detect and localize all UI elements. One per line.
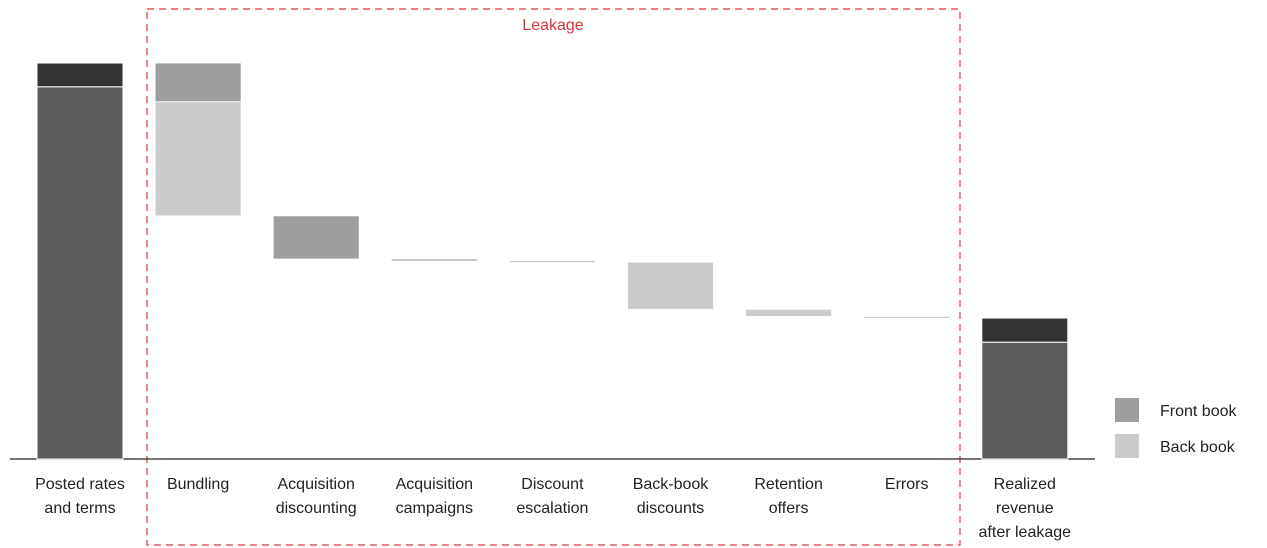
bar-segment xyxy=(36,86,124,460)
annotation: Leakage xyxy=(522,17,583,34)
legend-label: Front book xyxy=(1160,403,1237,420)
x-tick-label: Back-book xyxy=(633,476,710,493)
legend-swatch xyxy=(1115,434,1139,458)
leakage-box xyxy=(146,8,961,546)
x-tick-label: after leakage xyxy=(979,524,1072,541)
x-tick-label: Acquisition xyxy=(396,476,473,493)
legend-label: Back book xyxy=(1160,439,1236,456)
bar-segment xyxy=(863,316,951,319)
x-tick-label: Discount xyxy=(521,476,584,493)
x-tick-label: Posted rates xyxy=(35,476,125,493)
x-tick-label: Retention xyxy=(754,476,823,493)
x-tick-label: and terms xyxy=(44,500,115,517)
x-tick-label: discounting xyxy=(276,500,357,517)
bar-segment xyxy=(745,308,832,317)
bar-segment xyxy=(981,341,1069,460)
bar-segment xyxy=(981,317,1069,343)
legend-swatch xyxy=(1115,398,1139,422)
x-tick-label: offers xyxy=(769,500,809,517)
bar-segment xyxy=(508,260,596,263)
x-tick-label: Acquisition xyxy=(278,476,355,493)
bar-segment xyxy=(390,258,478,262)
bar-segment xyxy=(154,62,242,103)
bar-segment xyxy=(272,215,360,260)
x-tick-label: Bundling xyxy=(167,476,229,493)
bar-segment xyxy=(36,62,124,88)
x-tick-label: Realized xyxy=(994,476,1056,493)
x-tick-label: campaigns xyxy=(396,500,473,517)
x-tick-label: escalation xyxy=(516,500,588,517)
x-tick-label: Errors xyxy=(885,476,929,493)
bar-segment xyxy=(154,101,242,217)
x-tick-label: revenue xyxy=(996,500,1054,517)
bar-segment xyxy=(627,261,714,310)
x-tick-label: discounts xyxy=(637,500,705,517)
